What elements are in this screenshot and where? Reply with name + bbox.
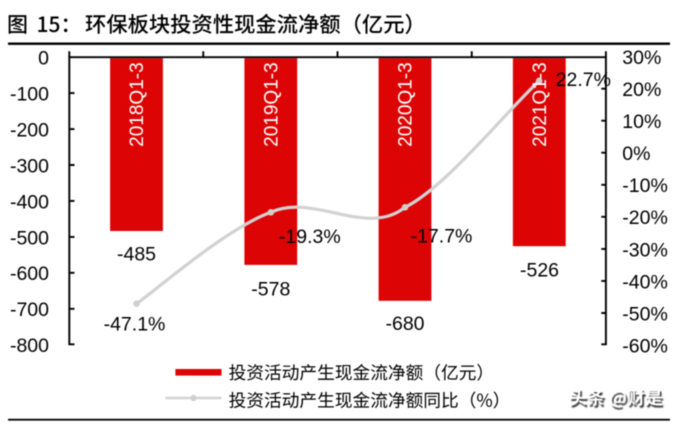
svg-text:20%: 20% — [622, 79, 661, 101]
svg-text:-19.3%: -19.3% — [279, 226, 341, 248]
svg-text:-485: -485 — [117, 243, 156, 265]
svg-text:-100: -100 — [10, 84, 49, 106]
svg-text:-30%: -30% — [622, 239, 668, 261]
svg-text:-20%: -20% — [622, 207, 668, 229]
svg-text:-17.7%: -17.7% — [411, 225, 473, 247]
svg-text:-10%: -10% — [622, 175, 668, 197]
svg-text:-400: -400 — [10, 191, 49, 213]
svg-text:22.7%: 22.7% — [556, 69, 611, 91]
svg-text:30%: 30% — [622, 47, 661, 69]
svg-text:-60%: -60% — [622, 335, 668, 357]
svg-text:-526: -526 — [520, 259, 559, 281]
svg-text:-680: -680 — [385, 313, 424, 335]
svg-text:-578: -578 — [251, 279, 290, 301]
svg-text:-600: -600 — [10, 263, 49, 285]
svg-text:-300: -300 — [10, 155, 49, 177]
svg-text:-700: -700 — [10, 299, 49, 321]
svg-text:10%: 10% — [622, 111, 661, 133]
svg-text:-50%: -50% — [622, 303, 668, 325]
svg-text:-47.1%: -47.1% — [104, 313, 166, 335]
svg-text:2018Q1-3: 2018Q1-3 — [127, 62, 148, 147]
svg-text:-500: -500 — [10, 227, 49, 249]
svg-text:0: 0 — [38, 48, 49, 70]
svg-text:-800: -800 — [10, 335, 49, 357]
svg-text:0%: 0% — [622, 143, 650, 165]
svg-text:2020Q1-3: 2020Q1-3 — [396, 62, 417, 147]
svg-text:2019Q1-3: 2019Q1-3 — [261, 62, 282, 147]
svg-text:-200: -200 — [10, 120, 49, 142]
svg-text:2021Q1-3: 2021Q1-3 — [530, 62, 551, 147]
svg-text:-40%: -40% — [622, 271, 668, 293]
